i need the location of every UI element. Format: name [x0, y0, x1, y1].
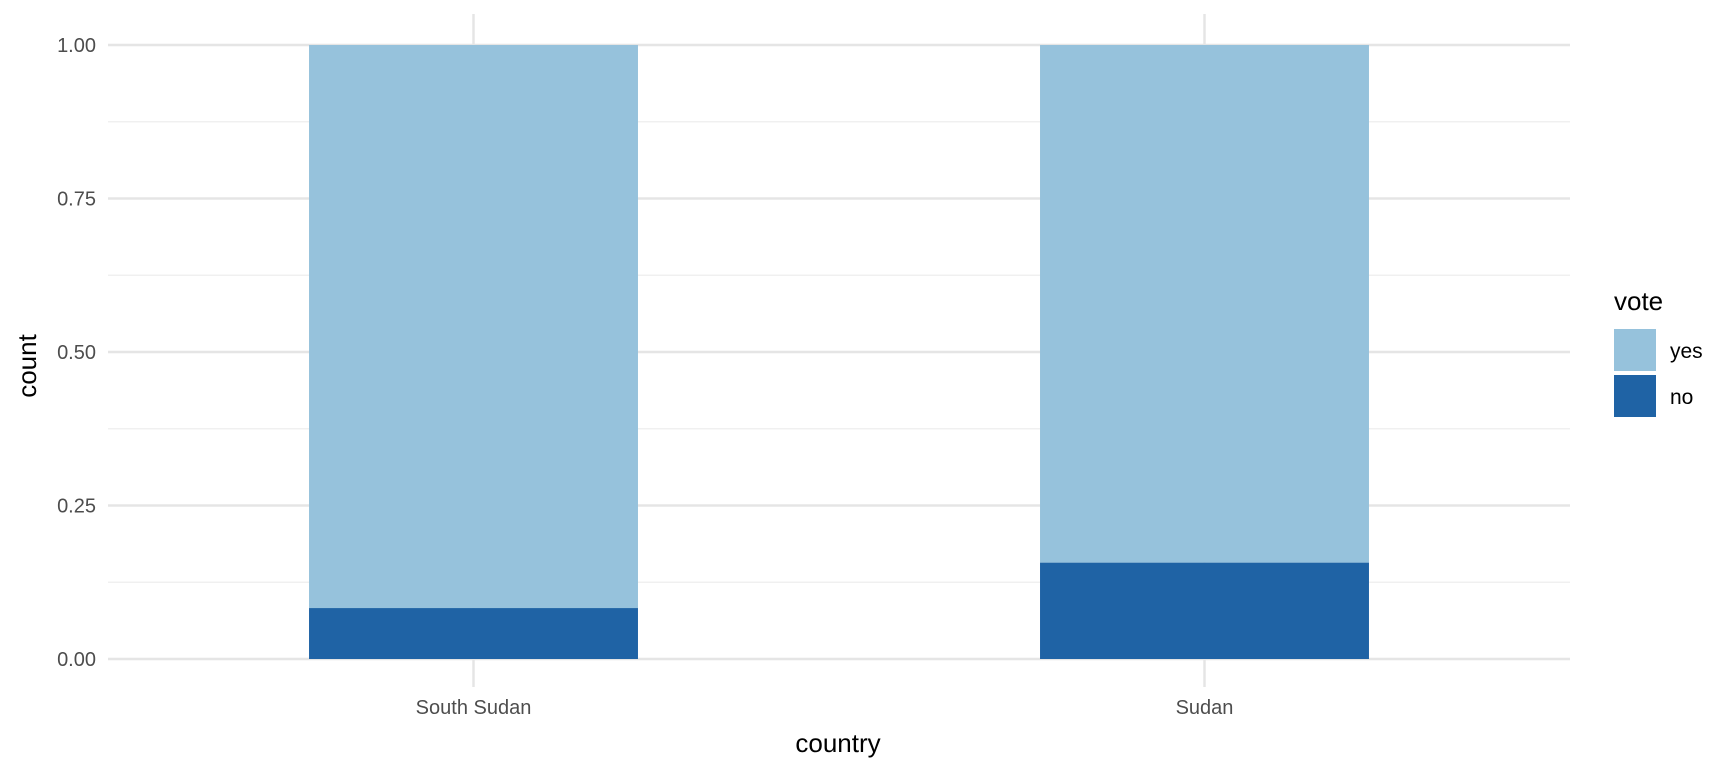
x-axis-title: country: [795, 728, 880, 758]
y-tick-label: 0.25: [57, 496, 96, 518]
y-axis-ticks: 0.00 0.25 0.50 0.75 1.00: [57, 35, 96, 671]
legend-title: vote: [1614, 286, 1663, 316]
x-tick-label: South Sudan: [416, 697, 532, 719]
bar-no-sudan: [1040, 562, 1369, 659]
bar-no-south-sudan: [309, 608, 638, 659]
y-tick-label: 0.50: [57, 342, 96, 364]
y-tick-label: 0.75: [57, 189, 96, 211]
y-tick-label: 1.00: [57, 35, 96, 57]
legend: vote yes no: [1614, 286, 1703, 417]
bars-layer: [309, 45, 1369, 659]
legend-label-yes: yes: [1670, 340, 1703, 363]
bar-yes-sudan: [1040, 45, 1369, 563]
legend-key-yes: [1614, 329, 1656, 371]
legend-label-no: no: [1670, 386, 1693, 409]
legend-key-no: [1614, 375, 1656, 417]
y-axis-title: count: [12, 333, 42, 397]
legend-items: yes no: [1614, 329, 1703, 417]
bar-yes-south-sudan: [309, 45, 638, 609]
x-axis-ticks: South Sudan Sudan: [416, 697, 1234, 719]
x-tick-label: Sudan: [1176, 697, 1234, 719]
y-tick-label: 0.00: [57, 649, 96, 671]
